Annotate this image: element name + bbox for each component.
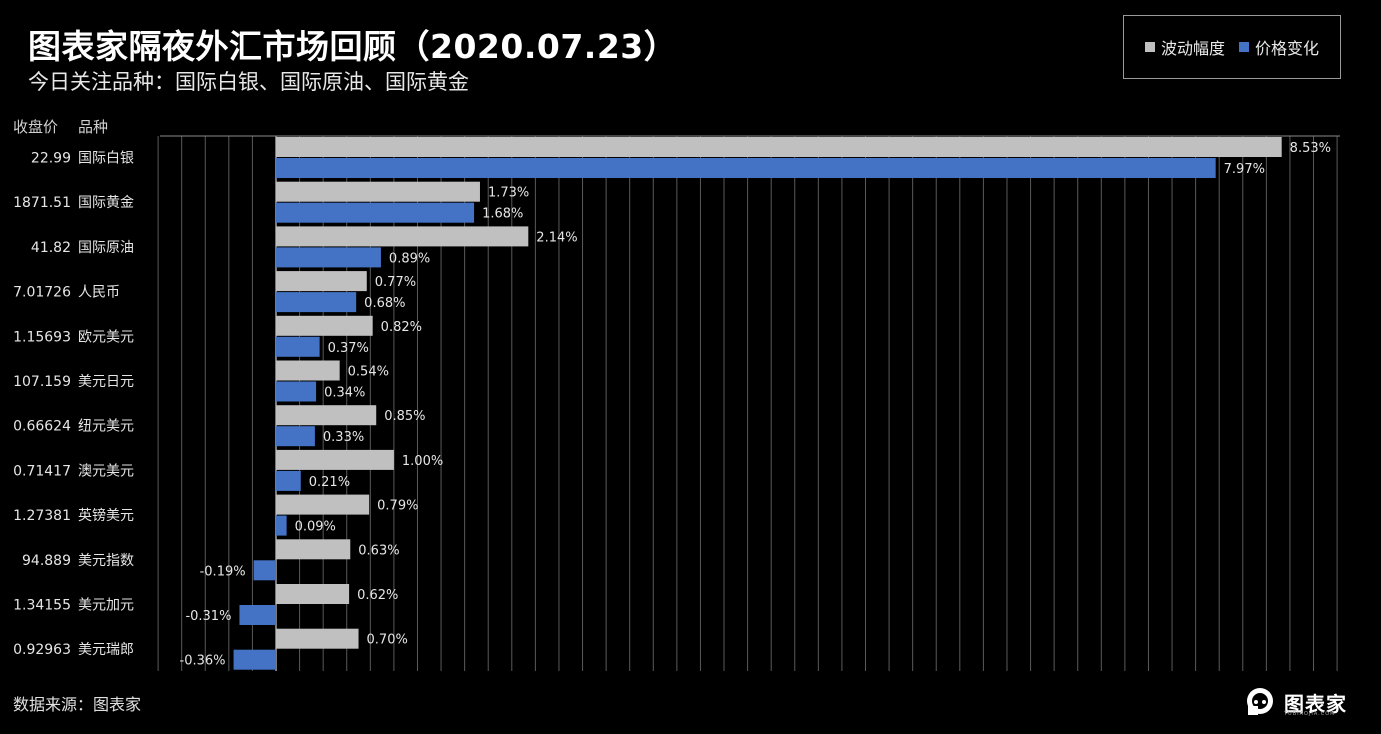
chart-subtitle: 今日关注品种：国际白银、国际原油、国际黄金	[28, 70, 469, 94]
bar-volatility-10	[276, 584, 350, 604]
bar-volatility-7	[276, 449, 394, 470]
instrument-name-7: 澳元美元	[78, 463, 134, 479]
value-label-volatility-7: 1.00%	[402, 454, 443, 469]
value-label-volatility-11: 0.70%	[367, 633, 408, 648]
bar-price-change-9	[253, 560, 276, 581]
instrument-name-6: 纽元美元	[78, 419, 134, 435]
legend: 波动幅度 价格变化	[1123, 15, 1341, 79]
brand-logo-subtext: TUBIAOJIA.COM	[1284, 711, 1336, 717]
instrument-name-2: 国际原油	[78, 240, 134, 256]
value-label-volatility-2: 2.14%	[536, 230, 577, 245]
instrument-name-9: 美元指数	[78, 553, 134, 569]
value-label-price-change-3: 0.68%	[364, 296, 405, 311]
instrument-name-4: 欧元美元	[78, 329, 134, 345]
value-label-price-change-1: 1.68%	[482, 207, 523, 222]
closing-price-8: 1.27381	[13, 508, 71, 524]
bar-volatility-11	[276, 628, 359, 649]
value-label-volatility-1: 1.73%	[488, 186, 529, 201]
closing-price-3: 7.01726	[13, 285, 71, 301]
chart-title: 图表家隔夜外汇市场回顾（2020.07.23）	[28, 27, 678, 66]
header-instrument: 品种	[78, 118, 109, 136]
brand-logo: 图表家 TUBIAOJIA.COM	[1244, 686, 1347, 718]
bar-volatility-6	[276, 405, 377, 426]
value-label-price-change-2: 0.89%	[389, 251, 430, 266]
value-label-price-change-11: -0.36%	[180, 654, 226, 669]
bar-price-change-6	[276, 426, 315, 447]
value-label-volatility-3: 0.77%	[375, 275, 416, 290]
value-label-price-change-6: 0.33%	[323, 430, 364, 445]
instrument-name-10: 美元加元	[78, 598, 134, 614]
bar-volatility-2	[276, 226, 529, 247]
closing-price-7: 0.71417	[13, 463, 71, 479]
closing-price-10: 1.34155	[13, 598, 71, 614]
legend-label-volatility: 波动幅度	[1160, 39, 1225, 58]
data-source: 数据来源：图表家	[13, 695, 142, 714]
closing-price-1: 1871.51	[13, 195, 71, 211]
value-label-price-change-7: 0.21%	[309, 475, 350, 490]
bar-price-change-7	[276, 470, 301, 491]
instrument-name-1: 国际黄金	[78, 194, 134, 211]
legend-item-volatility: 波动幅度	[1144, 35, 1225, 59]
legend-swatch-volatility	[1144, 42, 1155, 52]
bar-volatility-8	[276, 494, 370, 515]
closing-price-2: 41.82	[31, 240, 71, 256]
closing-price-0: 22.99	[31, 151, 71, 167]
closing-price-9: 94.889	[22, 553, 71, 569]
instrument-name-8: 英镑美元	[78, 507, 134, 524]
value-label-volatility-0: 8.53%	[1290, 141, 1331, 156]
bar-volatility-1	[276, 181, 480, 202]
value-label-price-change-0: 7.97%	[1224, 162, 1265, 177]
bar-price-change-3	[276, 292, 357, 313]
bar-price-change-4	[276, 336, 320, 357]
value-label-price-change-10: -0.31%	[185, 609, 231, 624]
header-closing-price: 收盘价	[13, 118, 59, 136]
legend-swatch-price-change	[1239, 42, 1249, 52]
value-label-price-change-4: 0.37%	[328, 341, 369, 356]
bar-price-change-1	[276, 202, 475, 223]
closing-price-6: 0.66624	[13, 419, 71, 435]
value-label-volatility-8: 0.79%	[377, 499, 418, 514]
bar-volatility-9	[276, 539, 351, 560]
closing-price-5: 107.159	[13, 374, 71, 390]
bar-volatility-0	[276, 137, 1282, 157]
bar-price-change-0	[276, 158, 1216, 178]
instrument-name-11: 美元瑞郎	[78, 642, 134, 658]
closing-price-11: 0.92963	[13, 642, 71, 658]
value-label-volatility-10: 0.62%	[357, 588, 398, 603]
value-label-volatility-6: 0.85%	[384, 409, 425, 424]
bar-volatility-3	[276, 271, 367, 292]
value-label-price-change-5: 0.34%	[324, 386, 365, 401]
instrument-name-5: 美元日元	[78, 374, 134, 390]
brand-logo-icon	[1247, 688, 1273, 715]
legend-label-price-change: 价格变化	[1255, 39, 1320, 58]
bar-volatility-5	[276, 360, 340, 381]
bar-price-change-2	[276, 247, 381, 268]
value-label-volatility-9: 0.63%	[358, 543, 399, 558]
bar-price-change-8	[276, 515, 287, 536]
legend-item-price-change: 价格变化	[1239, 35, 1319, 59]
bar-price-change-10	[239, 605, 276, 625]
bar-price-change-11	[233, 649, 276, 670]
bar-price-change-5	[276, 381, 317, 402]
instrument-name-0: 国际白银	[78, 151, 134, 167]
value-label-volatility-4: 0.82%	[381, 320, 422, 335]
value-label-volatility-5: 0.54%	[348, 365, 389, 380]
value-label-price-change-9: -0.19%	[200, 564, 246, 579]
brand-logo-text: 图表家	[1284, 691, 1347, 716]
value-label-price-change-8: 0.09%	[295, 520, 336, 535]
bar-volatility-4	[276, 315, 373, 336]
instrument-name-3: 人民币	[78, 285, 120, 301]
closing-price-4: 1.15693	[13, 329, 71, 345]
